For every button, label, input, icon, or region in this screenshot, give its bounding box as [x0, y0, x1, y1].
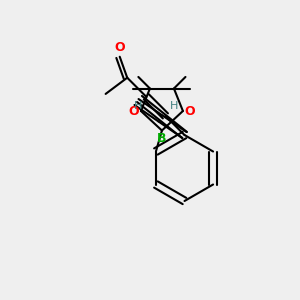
Text: O: O: [184, 104, 195, 118]
Text: H: H: [134, 101, 142, 111]
Text: O: O: [114, 41, 125, 54]
Text: B: B: [157, 132, 167, 145]
Text: O: O: [129, 104, 140, 118]
Text: H: H: [170, 101, 178, 111]
